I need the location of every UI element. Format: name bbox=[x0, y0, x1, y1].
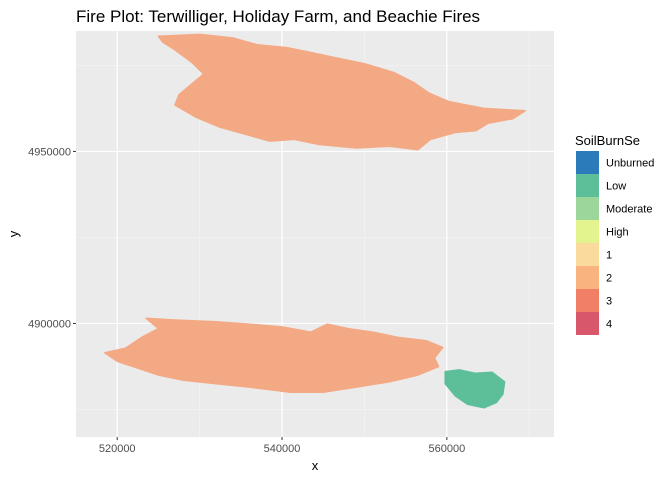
legend-label: 1 bbox=[606, 250, 612, 262]
fire-areas bbox=[104, 33, 526, 409]
fire-area-3 bbox=[444, 369, 506, 409]
y-tick-label: 4900000 bbox=[28, 318, 71, 330]
y-tick-label: 4950000 bbox=[28, 146, 71, 158]
legend-label: Unburned bbox=[606, 158, 654, 170]
legend-label: High bbox=[606, 227, 629, 239]
legend-label: 3 bbox=[606, 296, 612, 308]
x-tick-label: 520000 bbox=[99, 443, 136, 455]
legend-label: 4 bbox=[606, 319, 612, 331]
y-axis: 4900000 4950000 bbox=[28, 146, 76, 330]
legend-swatch bbox=[576, 220, 599, 243]
fire-area-2 bbox=[104, 317, 444, 394]
legend-items: Unburned Low Moderate High 1 2 3 4 bbox=[576, 151, 654, 335]
legend-swatch bbox=[576, 243, 599, 266]
x-tick-label: 560000 bbox=[429, 443, 466, 455]
legend-swatch bbox=[576, 289, 599, 312]
x-tick-label: 540000 bbox=[264, 443, 301, 455]
chart-title: Fire Plot: Terwilliger, Holiday Farm, an… bbox=[76, 7, 480, 26]
legend-swatch bbox=[576, 151, 599, 174]
legend-label: 2 bbox=[606, 273, 612, 285]
y-axis-title: y bbox=[6, 230, 21, 237]
legend-swatch bbox=[576, 266, 599, 289]
legend-swatch bbox=[576, 174, 599, 197]
x-axis-title: x bbox=[312, 458, 319, 473]
legend-title: SoilBurnSe bbox=[575, 133, 640, 148]
x-axis: 520000 540000 560000 bbox=[99, 437, 465, 455]
fire-area-1 bbox=[157, 33, 526, 151]
legend: SoilBurnSe Unburned Low Moderate High 1 2 3 4 bbox=[575, 133, 654, 335]
legend-label: Low bbox=[606, 181, 626, 193]
legend-swatch bbox=[576, 312, 599, 335]
legend-label: Moderate bbox=[606, 204, 652, 216]
legend-swatch bbox=[576, 197, 599, 220]
